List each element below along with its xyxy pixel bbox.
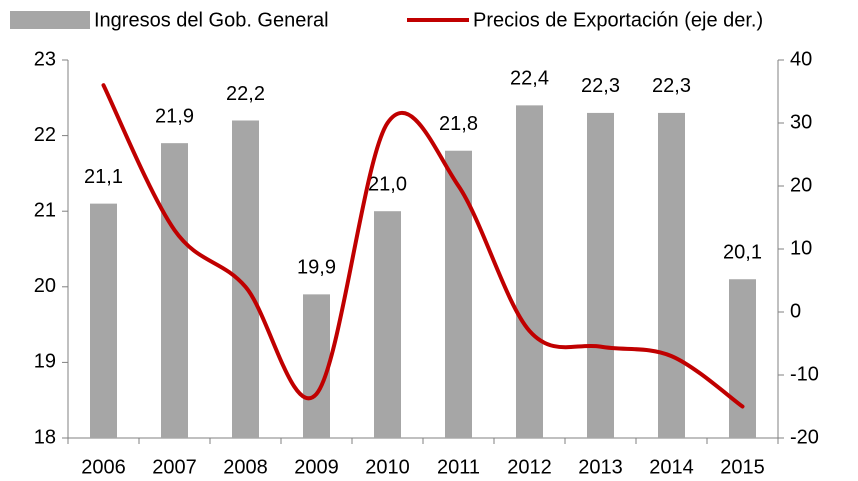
- x-tick-label: 2014: [649, 456, 694, 478]
- y-tick-label: 20: [34, 275, 56, 297]
- x-tick-label: 2012: [507, 456, 552, 478]
- y-tick-label: 21: [34, 199, 56, 221]
- y2-tick-label: -20: [790, 426, 819, 448]
- x-tick-label: 2009: [294, 456, 339, 478]
- y-tick-label: 18: [34, 426, 56, 448]
- y2-tick-label: 10: [790, 237, 812, 259]
- x-tick-label: 2015: [720, 456, 765, 478]
- bar: [374, 211, 401, 438]
- x-tick-label: 2007: [152, 456, 197, 478]
- x-tick-label: 2008: [223, 456, 268, 478]
- legend-label: Precios de Exportación (eje der.): [473, 9, 763, 31]
- x-tick-label: 2006: [81, 456, 126, 478]
- bar: [445, 150, 472, 438]
- y-tick-label: 22: [34, 124, 56, 146]
- legend-label: Ingresos del Gob. General: [94, 9, 329, 31]
- x-tick-label: 2011: [437, 456, 480, 478]
- y-tick-label: 23: [34, 48, 56, 70]
- y2-tick-label: 40: [790, 48, 812, 70]
- y2-tick-label: -10: [790, 363, 819, 385]
- y-tick-label: 19: [34, 351, 56, 373]
- y2-tick-label: 30: [790, 111, 812, 133]
- data-label: 22,4: [510, 68, 549, 90]
- y2-tick-label: 20: [790, 174, 812, 196]
- data-label: 21,1: [84, 166, 123, 188]
- data-label: 22,2: [226, 83, 265, 105]
- data-label: 21,8: [439, 113, 478, 135]
- bar: [516, 105, 543, 439]
- line: [101, 83, 745, 409]
- x-tick-label: 2013: [578, 456, 623, 478]
- data-label: 20,1: [723, 242, 762, 264]
- data-label: 22,3: [581, 75, 620, 97]
- bar: [161, 143, 188, 438]
- data-label: 19,9: [297, 257, 336, 279]
- bar: [658, 112, 685, 439]
- y2-tick-label: 0: [790, 300, 801, 322]
- data-label: 21,9: [155, 105, 194, 127]
- data-label: 21,0: [368, 173, 407, 195]
- data-label: 22,3: [652, 75, 691, 97]
- bar: [303, 294, 330, 438]
- bar: [587, 112, 614, 439]
- legend-swatch: [10, 11, 90, 29]
- bar: [729, 279, 756, 438]
- bar: [90, 203, 117, 438]
- x-tick-label: 2010: [365, 456, 410, 478]
